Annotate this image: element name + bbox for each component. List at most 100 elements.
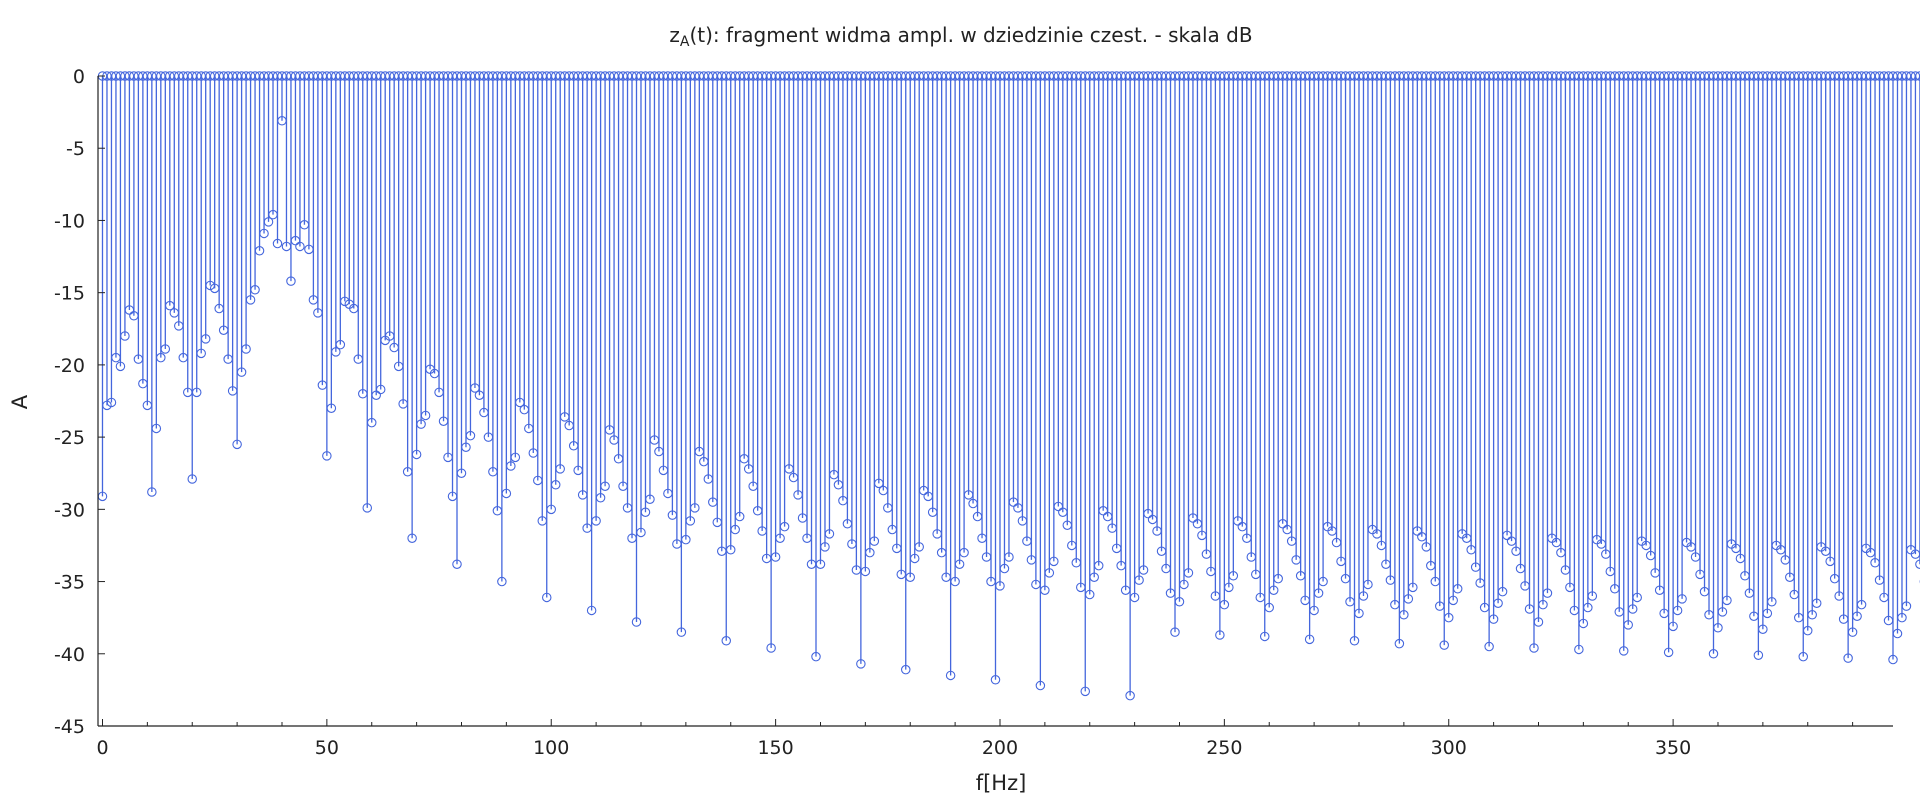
baseline-marker [200, 71, 211, 81]
baseline-marker [564, 71, 574, 81]
stem-marker [1327, 526, 1337, 536]
baseline-marker [1273, 71, 1283, 81]
baseline-marker [851, 71, 862, 81]
baseline-marker [645, 71, 655, 81]
stem-marker [1058, 507, 1068, 517]
baseline-marker [1084, 71, 1095, 81]
baseline-marker [488, 71, 498, 81]
stem-marker [1161, 563, 1171, 574]
stem-marker [1587, 591, 1598, 601]
baseline-marker [1277, 71, 1288, 81]
baseline-marker [1058, 71, 1068, 81]
baseline-marker [1524, 71, 1535, 81]
baseline-marker [295, 71, 305, 81]
stem-marker [1268, 585, 1279, 595]
stem-marker [286, 276, 296, 286]
baseline-marker [1785, 71, 1795, 81]
stem-marker [1776, 545, 1786, 555]
baseline-marker [1062, 71, 1073, 81]
stem-marker [829, 469, 839, 480]
baseline-marker [945, 71, 956, 81]
stem-marker [1134, 575, 1144, 585]
stem-marker [438, 416, 449, 426]
baseline-marker [1717, 71, 1728, 81]
baseline-marker [1497, 71, 1508, 81]
stem-marker [1345, 597, 1355, 607]
stem-marker [1856, 599, 1867, 610]
stem-marker [591, 516, 601, 526]
baseline-marker [631, 71, 642, 81]
baseline-marker [1313, 71, 1324, 81]
stem-marker [793, 490, 803, 500]
baseline-marker [667, 71, 678, 81]
stem-marker [1488, 614, 1499, 624]
baseline-marker [1488, 71, 1499, 81]
baseline-marker [613, 71, 624, 81]
stem-marker [1152, 526, 1162, 536]
stem-marker [349, 303, 359, 314]
stem-marker [537, 516, 548, 526]
stem-marker [1870, 558, 1880, 568]
stem-marker [676, 627, 687, 637]
baseline-marker [1529, 71, 1539, 81]
baseline-marker [775, 71, 785, 81]
stem-marker [1120, 585, 1131, 595]
baseline-marker [362, 71, 372, 81]
baseline-marker [1452, 71, 1463, 81]
baseline-marker [506, 71, 516, 81]
baseline-marker [806, 71, 817, 81]
stem-marker [1583, 602, 1593, 613]
baseline-marker [515, 71, 525, 81]
stem-marker [1206, 566, 1216, 577]
baseline-marker [1322, 71, 1333, 81]
stem-marker [1403, 594, 1414, 604]
stem-marker [1062, 520, 1073, 530]
stem-marker [1183, 568, 1194, 578]
baseline-marker [358, 71, 368, 81]
stem-marker [443, 452, 453, 463]
baseline-marker [268, 71, 278, 81]
stem-marker [914, 542, 924, 552]
baseline-marker [1533, 71, 1544, 81]
stem-marker [115, 361, 126, 372]
stem-marker [806, 559, 817, 569]
baseline-marker [317, 71, 328, 81]
baseline-marker [1210, 71, 1221, 81]
stem-marker [860, 566, 871, 577]
stem-marker [869, 536, 880, 546]
stem-marker [833, 480, 844, 490]
baseline-marker [191, 71, 202, 81]
stem-marker [600, 481, 610, 491]
stem-marker [1645, 550, 1656, 561]
stem-marker [1242, 533, 1252, 543]
stem-marker [133, 354, 144, 364]
stem-marker [1156, 546, 1167, 556]
stem-marker [815, 559, 826, 569]
baseline-marker [232, 71, 242, 81]
stem-marker [1399, 610, 1409, 620]
baseline-marker [779, 71, 790, 81]
stem-marker [1556, 547, 1566, 558]
baseline-marker [699, 71, 709, 81]
baseline-marker [524, 71, 534, 81]
stem-marker [909, 553, 920, 564]
baseline-marker [865, 71, 875, 81]
stem-marker [1026, 555, 1037, 565]
stem-marker [995, 581, 1005, 591]
baseline-marker [1291, 71, 1301, 81]
stem-marker [595, 493, 606, 503]
stem-marker [999, 563, 1010, 574]
baseline-marker [286, 71, 296, 81]
baseline-marker [1861, 71, 1871, 81]
baseline-marker [1165, 71, 1176, 81]
baseline-marker [802, 71, 812, 81]
y-tick-label: -25 [54, 427, 85, 449]
x-axis-label: f[Hz] [976, 771, 1027, 795]
stem-marker [1372, 529, 1382, 539]
baseline-marker [541, 71, 552, 81]
baseline-marker [335, 71, 346, 81]
baseline-marker [1686, 71, 1696, 81]
baseline-marker [842, 71, 853, 81]
stem-marker [1215, 630, 1225, 640]
baseline-marker [1183, 71, 1194, 81]
